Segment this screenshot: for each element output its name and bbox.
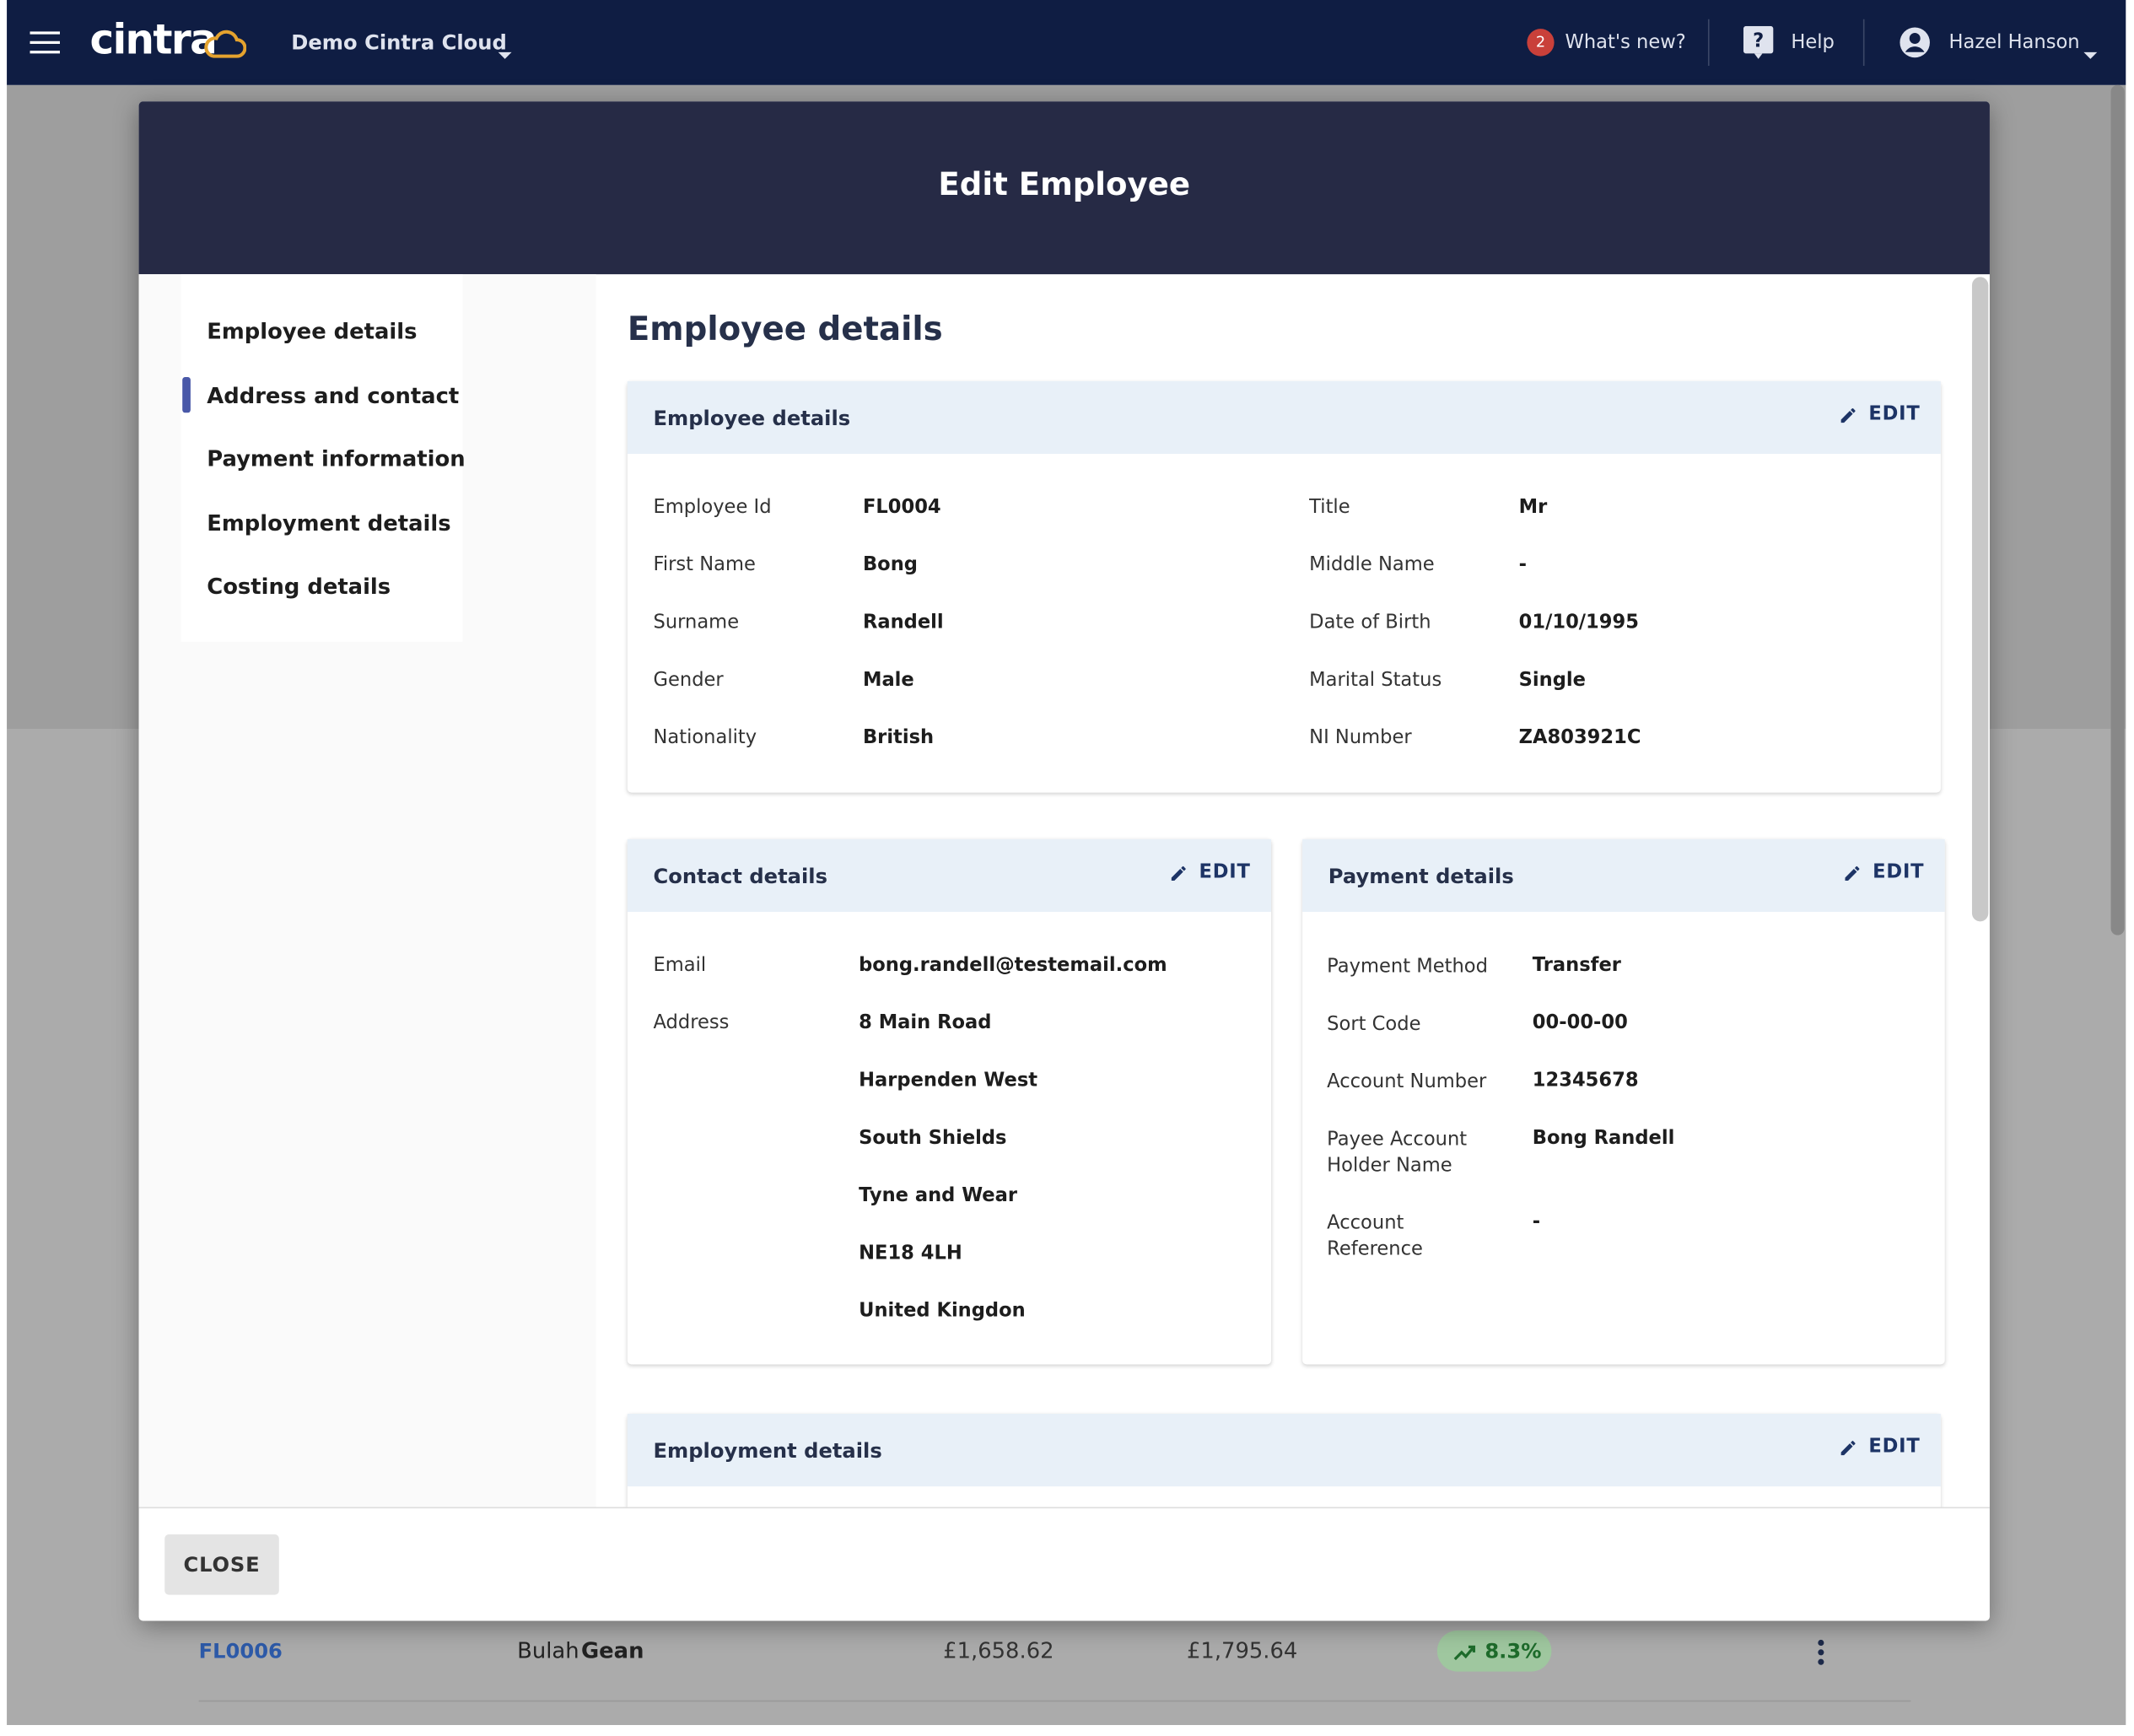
edit-icon[interactable] <box>1839 1437 1858 1464</box>
field-label: Nationality <box>653 726 757 749</box>
active-indicator <box>182 377 191 413</box>
card-header <box>627 838 1272 913</box>
card-title: Employee details <box>653 406 851 431</box>
field-value: Tyne and Wear <box>859 1184 1018 1207</box>
field-value: South Shields <box>859 1127 1007 1150</box>
field-label: Address <box>653 1011 730 1034</box>
field-value: Randell <box>862 612 944 634</box>
field-value: 12345678 <box>1532 1069 1639 1092</box>
edit-icon[interactable] <box>1843 863 1862 889</box>
field-value: Bong <box>862 553 918 576</box>
sidebar-item[interactable]: Costing details <box>207 573 391 600</box>
field-value: NE18 4LH <box>859 1242 962 1264</box>
change-chip <box>1436 1630 1552 1672</box>
brand-cloud <box>202 26 247 67</box>
field-label: Gender <box>653 669 724 692</box>
card-header <box>627 1413 1941 1487</box>
card-title: Payment details <box>1328 864 1514 889</box>
card <box>1302 838 1945 1365</box>
user-avatar[interactable] <box>1899 26 1932 65</box>
menu-icon[interactable] <box>30 29 62 62</box>
field-label: Surname <box>653 612 740 634</box>
field-label: Payee Account Holder Name <box>1327 1128 1468 1177</box>
section-heading: Employee details <box>627 310 943 348</box>
sidebar-item[interactable]: Payment information <box>207 445 466 472</box>
row-menu[interactable] <box>1817 1639 1825 1672</box>
scrollbar <box>1971 277 1989 922</box>
user-name[interactable]: Hazel Hanson <box>1948 31 2080 54</box>
field-value: FL0004 <box>862 496 941 519</box>
brand[interactable]: cintra <box>89 16 217 65</box>
edit-button[interactable]: EDIT <box>1868 1436 1921 1458</box>
sidebar-item[interactable]: Employment details <box>207 509 451 536</box>
field-value: Single <box>1518 669 1587 692</box>
field-label: Email <box>653 954 707 977</box>
edit-button[interactable]: EDIT <box>1868 402 1921 425</box>
field-value: United Kingdon <box>859 1300 1026 1323</box>
user-caret <box>2083 40 2098 66</box>
whats-new[interactable]: What's new? <box>1565 31 1686 54</box>
field-label: Title <box>1309 496 1350 519</box>
field-value: bong.randell@testemail.com <box>859 954 1167 977</box>
field-value: Bong Randell <box>1532 1127 1675 1150</box>
footer-divider <box>138 1507 1990 1509</box>
nav-divider <box>1862 19 1865 67</box>
nav-divider <box>1707 19 1710 67</box>
org-caret <box>498 40 512 66</box>
field-label: Middle Name <box>1309 553 1435 576</box>
surname: Gean <box>580 1636 644 1663</box>
card-header <box>627 380 1941 455</box>
amount: £1,658.62 <box>943 1636 1054 1663</box>
modal-header <box>138 101 1990 275</box>
content-clip: Employment details <box>596 274 1971 1507</box>
sidebar-item[interactable]: Employee details <box>207 318 418 345</box>
sidebar-item[interactable]: Address and contact <box>207 381 460 408</box>
card <box>627 838 1272 1365</box>
card-title: Contact details <box>653 864 827 889</box>
help-icon[interactable]: ? <box>1743 25 1774 65</box>
edit-button[interactable]: EDIT <box>1873 860 1925 883</box>
card-title: Employment details <box>653 1438 882 1464</box>
row-divider <box>198 1700 1911 1702</box>
modal-title: Edit Employee <box>938 167 1191 203</box>
field-label: Sort Code <box>1327 1013 1421 1036</box>
field-label: Employee Id <box>653 496 772 519</box>
notification-badge: 2 <box>1527 29 1555 57</box>
field-label: Account Reference <box>1327 1212 1423 1260</box>
field-label: NI Number <box>1309 726 1412 749</box>
sidebar-panel <box>181 274 463 642</box>
field-label: Payment Method <box>1327 956 1488 979</box>
field-value: 01/10/1995 <box>1518 612 1639 634</box>
field-value: 8 Main Road <box>859 1011 992 1034</box>
field-label: Account Number <box>1327 1070 1487 1093</box>
field-value: Mr <box>1518 496 1548 519</box>
first-name: Bulah <box>517 1636 579 1663</box>
field-value: Male <box>862 669 914 692</box>
close-button[interactable]: CLOSE <box>164 1534 279 1595</box>
card-header <box>1302 838 1945 913</box>
field-value: ZA803921C <box>1518 726 1641 749</box>
change: 8.3% <box>1485 1638 1542 1663</box>
field-value: Transfer <box>1532 954 1621 977</box>
employee-id-link[interactable]: FL0006 <box>198 1638 283 1663</box>
field-label: Marital Status <box>1309 669 1442 692</box>
trend-icon <box>1453 1642 1478 1668</box>
field-value: 00-00-00 <box>1532 1011 1628 1034</box>
amount: £1,795.64 <box>1186 1636 1298 1663</box>
field-value: Harpenden West <box>859 1069 1038 1092</box>
help[interactable]: Help <box>1791 31 1835 54</box>
field-label: Date of Birth <box>1309 612 1431 634</box>
field-value: British <box>862 726 935 749</box>
field-label: First Name <box>653 553 756 576</box>
svg-text:?: ? <box>1753 30 1764 51</box>
field-value: - <box>1532 1210 1541 1233</box>
page-scrollbar <box>2110 84 2125 935</box>
edit-icon[interactable] <box>1839 405 1858 431</box>
edit-icon[interactable] <box>1169 863 1188 889</box>
edit-button[interactable]: EDIT <box>1199 860 1251 883</box>
org-switcher[interactable]: Demo Cintra Cloud <box>291 30 507 56</box>
field-value: - <box>1518 553 1528 576</box>
